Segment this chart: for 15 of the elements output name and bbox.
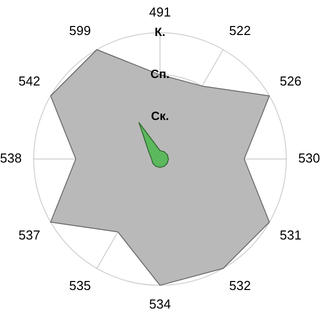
spoke-label: 522 <box>229 23 251 38</box>
spoke-label: 599 <box>69 23 91 38</box>
y-tick-label: Сп. <box>150 67 170 82</box>
spoke-label: 532 <box>229 278 251 294</box>
spoke-label: 542 <box>18 74 40 89</box>
spoke-label: 526 <box>280 74 302 89</box>
y-tick-label: К. <box>154 25 166 39</box>
spoke-label: 531 <box>280 228 302 243</box>
spoke-label: 537 <box>18 228 40 243</box>
spoke-label: 491 <box>149 4 171 20</box>
spoke-label: 534 <box>149 296 171 312</box>
spoke-label: 530 <box>298 150 320 166</box>
spoke-label: 535 <box>69 278 91 294</box>
y-tick-label: Ск. <box>150 109 170 124</box>
spoke-label: 538 <box>0 150 22 166</box>
